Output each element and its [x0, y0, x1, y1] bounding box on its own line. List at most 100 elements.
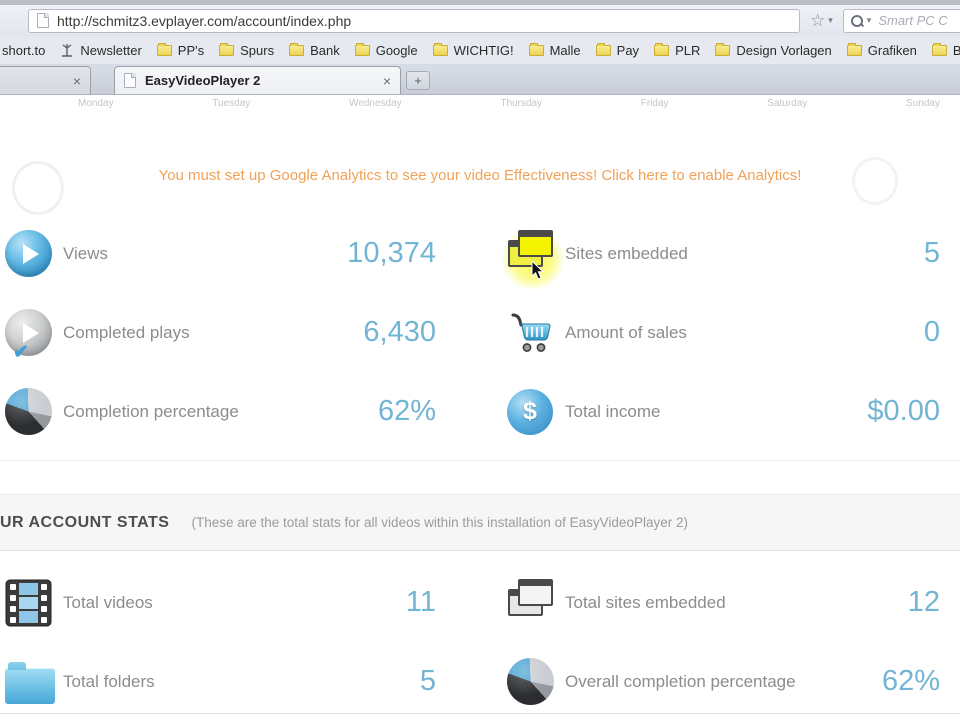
- bookmarks-toolbar: short.to Newsletter PP's Spurs Bank Goog…: [0, 36, 960, 65]
- stat-total-income: $ Total income $0.00: [480, 372, 960, 451]
- stat-label: Total folders: [63, 671, 155, 691]
- bookmark-label[interactable]: Malle: [549, 42, 581, 58]
- chevron-down-icon[interactable]: ▾: [866, 15, 872, 25]
- stat-label: Total sites embedded: [565, 592, 726, 612]
- film-strip-icon: [5, 579, 52, 626]
- bookmark-folder[interactable]: PP's: [156, 42, 205, 58]
- stat-value: 5: [419, 665, 436, 697]
- weekday-label: Thursday: [500, 98, 543, 109]
- close-icon[interactable]: ×: [382, 72, 391, 89]
- section-title: UR ACCOUNT STATS: [0, 513, 170, 531]
- tab-previous[interactable]: ×: [0, 66, 91, 94]
- sites-embedded-icon: [500, 228, 566, 289]
- bookmark-folder[interactable]: WICHTIG!: [432, 42, 514, 58]
- weekday-label: Tuesday: [212, 98, 251, 109]
- search-icon[interactable]: [850, 14, 864, 28]
- folder-icon: [654, 42, 670, 56]
- bookmark-folder[interactable]: Malle: [528, 42, 581, 58]
- bookmark-label[interactable]: PP's: [177, 42, 205, 58]
- bookmark-item[interactable]: short.to: [2, 43, 45, 58]
- folder-icon: [931, 42, 947, 56]
- stat-value: 62%: [881, 665, 940, 697]
- bookmark-folder[interactable]: Bank: [289, 42, 340, 58]
- mouse-cursor-icon: [531, 260, 545, 280]
- video-stats-grid: Views 10,374 Sites embedded 5: [0, 214, 960, 451]
- bookmark-label[interactable]: PLR: [675, 42, 701, 58]
- bookmark-folder[interactable]: Google: [354, 42, 418, 58]
- folder-icon: [432, 42, 448, 56]
- bookmark-label[interactable]: Spurs: [240, 42, 275, 58]
- folder-icon: [595, 42, 611, 56]
- analytics-warning-link[interactable]: You must set up Google Analytics to see …: [158, 167, 802, 184]
- pie-chart-icon: [507, 658, 554, 705]
- bookmark-label[interactable]: WICHTIG!: [453, 42, 514, 58]
- pie-chart-icon: [5, 388, 52, 435]
- stat-overall-completion: Overall completion percentage 62%: [480, 642, 960, 720]
- stat-label: Total income: [565, 401, 661, 421]
- weekday-label: Wednesday: [349, 98, 402, 109]
- bookmark-label[interactable]: Grafiken: [867, 42, 917, 58]
- tab-title[interactable]: EasyVideoPlayer 2: [145, 73, 261, 88]
- section-divider: [0, 460, 960, 461]
- play-circle-icon: [5, 230, 52, 277]
- tab-easyvideoplayer[interactable]: EasyVideoPlayer 2 ×: [114, 66, 401, 94]
- weekday-label: Saturday: [767, 98, 808, 109]
- shopping-cart-icon: [511, 313, 551, 352]
- bookmark-label[interactable]: Blogs-le: [953, 43, 960, 58]
- stat-label: Amount of sales: [565, 322, 687, 342]
- folder-icon: [289, 42, 305, 56]
- bookmark-item[interactable]: Newsletter: [60, 42, 142, 58]
- navigation-toolbar: http://schmitz3.evplayer.com/account/ind…: [0, 5, 960, 36]
- stat-label: Completion percentage: [63, 401, 239, 421]
- stat-value: 62%: [377, 395, 436, 427]
- bookmark-label[interactable]: Newsletter: [80, 42, 142, 58]
- bookmark-label[interactable]: Pay: [616, 42, 640, 58]
- stat-label: Completed plays: [63, 322, 190, 342]
- plus-icon[interactable]: +: [414, 73, 422, 88]
- row-divider: [0, 713, 960, 714]
- stat-views: Views 10,374: [0, 214, 480, 293]
- close-icon[interactable]: ×: [72, 72, 81, 89]
- search-engine-label[interactable]: Smart PC C: [878, 13, 948, 28]
- stat-total-sites-embedded: Total sites embedded 12: [480, 563, 960, 642]
- stat-total-folders: Total folders 5: [0, 642, 480, 720]
- stat-value: $0.00: [867, 395, 940, 427]
- newsletter-favicon-icon: [62, 44, 73, 57]
- page-content: Monday Tuesday Wednesday Thursday Friday…: [0, 95, 960, 720]
- bookmark-folder[interactable]: Design Vorlagen: [715, 42, 832, 58]
- chevron-down-icon[interactable]: ▾: [828, 15, 833, 25]
- page-favicon-icon: [37, 13, 49, 28]
- stat-sites-embedded: Sites embedded 5: [480, 214, 960, 293]
- stat-amount-of-sales: Amount of sales 0: [480, 293, 960, 372]
- stat-value: 5: [923, 237, 940, 269]
- bookmark-folder[interactable]: Blogs-le: [931, 42, 960, 58]
- search-input[interactable]: ▾ Smart PC C: [842, 8, 960, 33]
- stat-total-videos: Total videos 11: [0, 563, 480, 642]
- bookmark-folder[interactable]: Pay: [595, 42, 640, 58]
- bookmark-label[interactable]: Design Vorlagen: [736, 42, 832, 58]
- weekday-label: Friday: [640, 98, 669, 109]
- folder-icon: [156, 42, 172, 56]
- bookmark-label[interactable]: short.to: [2, 42, 46, 58]
- faded-ghost-circle: [852, 157, 898, 205]
- sites-embedded-gray-icon: [507, 578, 563, 628]
- bookmark-label[interactable]: Bank: [310, 42, 340, 58]
- new-tab-button[interactable]: +: [406, 71, 430, 90]
- url-field[interactable]: http://schmitz3.evplayer.com/account/ind…: [28, 8, 800, 33]
- dollar-icon: $: [507, 388, 553, 435]
- bookmark-folder[interactable]: Spurs: [219, 42, 275, 58]
- weekday-label: Monday: [78, 98, 114, 109]
- bookmark-folder[interactable]: Grafiken: [846, 42, 917, 58]
- bookmark-star-button[interactable]: ☆ ▾: [810, 11, 833, 31]
- stat-value: 12: [907, 586, 940, 618]
- chart-weekday-axis: Monday Tuesday Wednesday Thursday Friday…: [0, 95, 960, 109]
- stat-label: Sites embedded: [565, 243, 688, 263]
- blue-folder-icon: [5, 661, 55, 704]
- star-icon[interactable]: ☆: [810, 10, 826, 30]
- bookmark-folder[interactable]: PLR: [654, 42, 701, 58]
- bookmark-label[interactable]: Google: [375, 42, 418, 58]
- folder-icon: [715, 42, 731, 56]
- url-text[interactable]: http://schmitz3.evplayer.com/account/ind…: [57, 12, 352, 29]
- stat-label: Overall completion percentage: [565, 671, 796, 691]
